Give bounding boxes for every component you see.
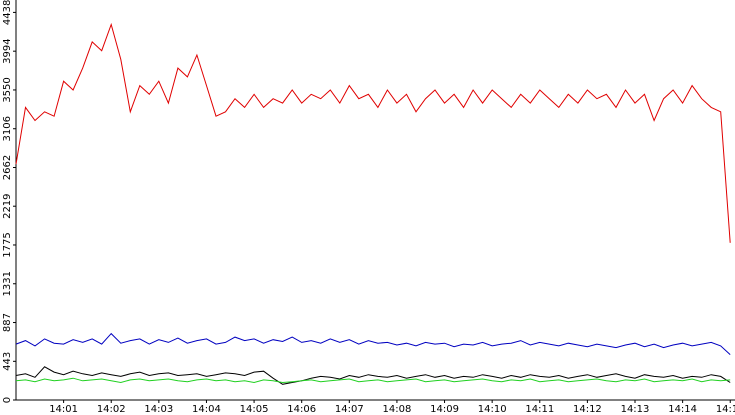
x-tick-label: 14:12 <box>573 404 602 415</box>
y-tick-label: 3994 <box>2 38 13 63</box>
y-tick-label: 1775 <box>2 232 13 257</box>
y-tick-label: 4438 <box>2 0 13 25</box>
x-tick-label: 14:10 <box>478 404 507 415</box>
series-line <box>15 22 731 243</box>
y-tick-label: 1331 <box>2 271 13 296</box>
y-tick-label: 443 <box>2 352 13 371</box>
x-tick-label: 14:01 <box>49 404 78 415</box>
y-tick-label: 887 <box>2 313 13 332</box>
x-tick-label: 14:04 <box>192 404 221 415</box>
x-tick-label: 14:08 <box>383 404 412 415</box>
series-line <box>15 366 731 385</box>
y-tick-label: 0 <box>2 397 13 403</box>
y-tick-label: 3550 <box>2 77 13 102</box>
x-tick-label: 14:09 <box>430 404 459 415</box>
x-tick-label: 14:11 <box>525 404 554 415</box>
series-line <box>15 332 731 355</box>
y-tick-label: 2219 <box>2 193 13 218</box>
x-tick-label: 14:05 <box>240 404 269 415</box>
y-tick-label: 2662 <box>2 155 13 180</box>
x-tick-label: 14:14 <box>668 404 697 415</box>
x-tick-label: 14:13 <box>621 404 650 415</box>
x-tick-label: 14:07 <box>335 404 364 415</box>
x-tick-label: 14:15 <box>716 404 735 415</box>
y-tick-label: 3106 <box>2 116 13 141</box>
x-tick-label: 14:02 <box>97 404 126 415</box>
x-tick-label: 14:06 <box>287 404 316 415</box>
x-tick-label: 14:03 <box>144 404 173 415</box>
series-line <box>15 377 731 384</box>
